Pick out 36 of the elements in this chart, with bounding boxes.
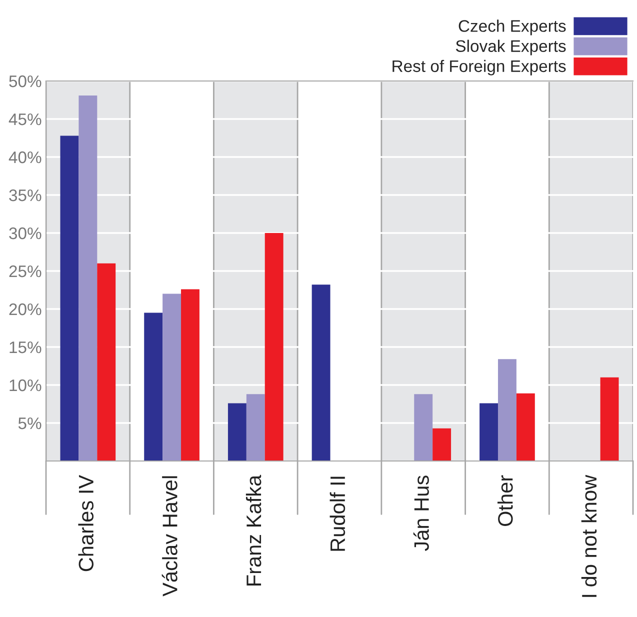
bar (498, 359, 516, 461)
bar (181, 289, 200, 461)
bar (246, 394, 265, 461)
bar (78, 95, 98, 461)
legend-label: Slovak Experts (456, 40, 566, 56)
bar (480, 403, 498, 461)
x-tick-label: Other (498, 475, 513, 526)
bar (600, 377, 619, 461)
y-tick-label: 5% (18, 417, 42, 430)
bar (264, 233, 284, 461)
bar (144, 312, 163, 461)
y-tick-label: 45% (8, 113, 42, 126)
x-tick-label: I do not know (581, 474, 597, 597)
bar (228, 403, 246, 461)
legend-label: Czech Experts (458, 20, 566, 36)
x-tick-label: Rudolf II (330, 476, 346, 551)
y-tick-label: 35% (9, 189, 42, 202)
bar (97, 263, 116, 461)
x-tick-label: Václav Havel (162, 476, 178, 596)
y-tick-label: 40% (8, 151, 42, 164)
y-tick-label: 20% (9, 303, 42, 316)
bar (414, 394, 433, 461)
bar (162, 294, 182, 461)
x-tick-label: Franz Kafka (246, 474, 262, 586)
bar (516, 393, 535, 461)
bar (60, 136, 79, 461)
legend-label: Rest of Foreign Experts (392, 60, 566, 76)
x-tick-label: Charles IV (78, 474, 94, 572)
bar (432, 428, 452, 461)
bar (312, 284, 330, 461)
y-tick-label: 10% (10, 379, 42, 392)
y-tick-label: 25% (9, 265, 42, 278)
y-tick-label: 15% (10, 341, 42, 354)
y-tick-label: 30% (9, 227, 42, 240)
x-tick-label: Ján Hus (413, 476, 429, 551)
y-tick-label: 50% (9, 75, 42, 88)
